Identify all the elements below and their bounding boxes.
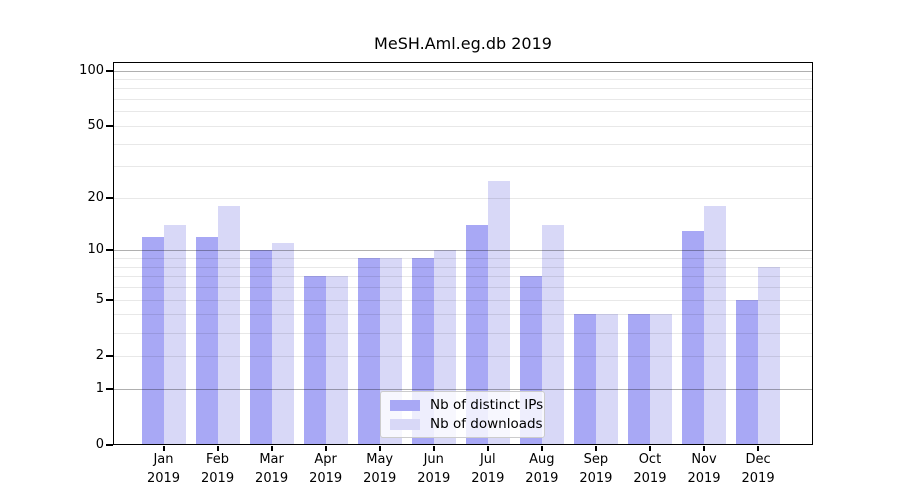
- minor-gridline-2: [114, 355, 812, 357]
- minor-gridline-80: [114, 88, 812, 90]
- legend-swatch-distinct-ips: [390, 399, 420, 411]
- y-tick-label-5: 5: [95, 291, 104, 307]
- bar-distinct-ips-may: [357, 258, 380, 445]
- major-gridline-10: [114, 250, 812, 252]
- y-tick-100: [106, 69, 113, 72]
- minor-gridline-6: [114, 287, 812, 289]
- x-tick-jan: [162, 446, 165, 451]
- minor-gridline-70: [114, 99, 812, 101]
- x-tick-label-nov: Nov 2019: [687, 452, 721, 486]
- x-tick-nov: [703, 446, 705, 451]
- y-tick-2: [106, 354, 113, 357]
- legend-swatch-downloads: [390, 418, 420, 430]
- x-tick-label-feb: Feb 2019: [201, 452, 235, 486]
- major-gridline-100: [114, 70, 812, 72]
- bar-downloads-nov: [704, 206, 726, 445]
- y-tick-label-20: 20: [87, 189, 104, 205]
- bar-downloads-dec: [758, 266, 781, 445]
- bar-downloads-sep: [595, 314, 618, 445]
- x-tick-label-jan: Jan 2019: [146, 452, 181, 486]
- x-tick-feb: [216, 446, 219, 451]
- x-tick-apr: [324, 446, 327, 451]
- x-tick-label-jul: Jul 2019: [471, 452, 505, 486]
- minor-gridline-3: [114, 332, 812, 334]
- major-gridline-1: [114, 388, 812, 390]
- x-tick-may: [378, 446, 381, 451]
- y-tick-label-1: 1: [95, 380, 104, 396]
- x-tick-mar: [270, 446, 273, 451]
- y-tick-1: [106, 387, 113, 390]
- x-tick-label-jun: Jun 2019: [417, 452, 451, 486]
- minor-gridline-7: [114, 276, 812, 278]
- bar-distinct-ips-feb: [195, 236, 218, 445]
- bar-downloads-jul: [487, 180, 510, 445]
- minor-gridline-30: [114, 166, 812, 168]
- bar-distinct-ips-jan: [141, 236, 164, 445]
- legend-item-distinct-ips: Nb of distinct IPs: [390, 398, 544, 412]
- bar-downloads-feb: [217, 206, 240, 445]
- bar-downloads-oct: [649, 314, 672, 445]
- bar-distinct-ips-oct: [627, 314, 650, 445]
- bar-distinct-ips-nov: [682, 230, 704, 445]
- y-tick-5: [106, 298, 113, 301]
- legend-label-distinct-ips: Nb of distinct IPs: [430, 397, 544, 413]
- minor-gridline-60: [114, 111, 812, 113]
- x-tick-label-oct: Oct 2019: [633, 452, 667, 486]
- bar-downloads-aug: [541, 225, 564, 445]
- bar-downloads-jan: [163, 225, 186, 445]
- x-tick-dec: [757, 446, 760, 451]
- minor-gridline-20: [114, 197, 812, 199]
- y-tick-label-10: 10: [87, 242, 104, 258]
- bar-distinct-ips-dec: [736, 299, 759, 445]
- minor-gridline-8: [114, 266, 812, 268]
- minor-gridline-5: [114, 299, 812, 301]
- x-tick-label-apr: Apr 2019: [309, 452, 343, 486]
- minor-gridline-4: [114, 314, 812, 316]
- bar-distinct-ips-apr: [303, 276, 326, 445]
- y-tick-label-2: 2: [95, 347, 104, 363]
- x-tick-label-dec: Dec 2019: [741, 452, 775, 486]
- minor-gridline-50: [114, 125, 812, 127]
- chart-title: MeSH.Aml.eg.db 2019: [374, 34, 552, 53]
- bar-distinct-ips-sep: [573, 314, 596, 445]
- x-tick-label-sep: Sep 2019: [579, 452, 613, 486]
- x-tick-oct: [648, 446, 651, 451]
- y-tick-0: [106, 444, 113, 446]
- x-tick-jun: [432, 446, 435, 451]
- bar-distinct-ips-jul: [465, 225, 488, 445]
- bar-downloads-apr: [325, 276, 348, 445]
- y-tick-label-0: 0: [95, 437, 104, 452]
- legend: Nb of distinct IPs Nb of downloads: [380, 391, 545, 438]
- y-tick-50: [106, 124, 113, 127]
- x-tick-label-may: May 2019: [363, 452, 397, 486]
- bar-distinct-ips-mar: [249, 250, 272, 445]
- x-tick-sep: [594, 446, 597, 451]
- bar-downloads-mar: [271, 243, 294, 445]
- x-tick-label-mar: Mar 2019: [255, 452, 289, 486]
- minor-gridline-9: [114, 258, 812, 260]
- y-tick-10: [106, 249, 113, 252]
- minor-gridline-90: [114, 78, 812, 80]
- y-tick-20: [106, 196, 113, 199]
- legend-item-downloads: Nb of downloads: [390, 417, 544, 431]
- y-tick-label-50: 50: [87, 117, 104, 133]
- x-tick-aug: [540, 446, 543, 451]
- y-tick-label-100: 100: [79, 62, 104, 78]
- legend-label-downloads: Nb of downloads: [430, 416, 543, 432]
- x-tick-label-aug: Aug 2019: [525, 452, 559, 486]
- minor-gridline-40: [114, 143, 812, 145]
- x-tick-jul: [486, 446, 489, 451]
